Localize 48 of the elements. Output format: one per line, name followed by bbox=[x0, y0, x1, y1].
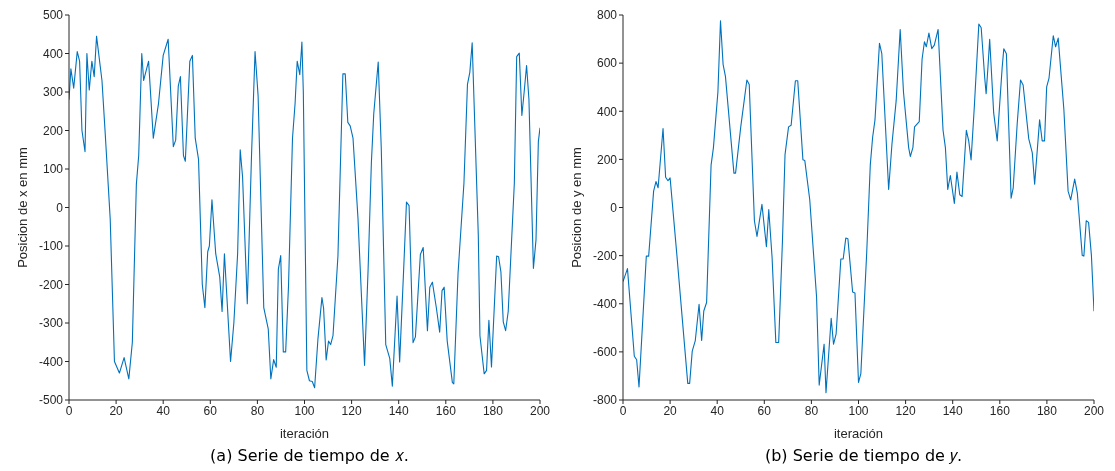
y-tick-label: 0 bbox=[56, 200, 64, 215]
y-tick-label: -600 bbox=[592, 345, 618, 360]
x-tick-label: 60 bbox=[757, 403, 772, 418]
x-tick-label: 140 bbox=[388, 403, 410, 418]
y-tick-label: -200 bbox=[592, 248, 618, 263]
x-axis-title: iteración bbox=[279, 426, 330, 441]
y-tick-label: -100 bbox=[38, 239, 64, 254]
x-tick-label: 100 bbox=[294, 403, 315, 418]
x-tick-label: 60 bbox=[203, 403, 218, 418]
y-tick-label: 500 bbox=[42, 8, 64, 23]
y-tick-label: -400 bbox=[38, 354, 64, 369]
x-tick-label: 200 bbox=[1083, 403, 1105, 418]
x-tick-label: 40 bbox=[710, 403, 725, 418]
y-axis-title: Posicion de y en mm bbox=[568, 147, 584, 268]
y-tick-label: -300 bbox=[38, 316, 64, 331]
x-tick-label: 180 bbox=[482, 403, 504, 418]
x-tick-label: 140 bbox=[942, 403, 964, 418]
y-tick-label: 400 bbox=[42, 46, 64, 61]
y-tick-label: 200 bbox=[42, 123, 64, 138]
line-series bbox=[623, 20, 1094, 394]
y-tick-label: 200 bbox=[596, 152, 618, 167]
x-tick-label: 20 bbox=[663, 403, 678, 418]
y-tick-label: -200 bbox=[38, 277, 64, 292]
x-tick-label: 80 bbox=[250, 403, 265, 418]
x-tick-label: 160 bbox=[989, 403, 1011, 418]
y-tick-label: -500 bbox=[38, 393, 64, 408]
text: (a) Serie de tiempo de 𝑥. bbox=[209, 446, 410, 465]
x-tick-label: 40 bbox=[156, 403, 171, 418]
x-tick-label: 80 bbox=[804, 403, 819, 418]
y-tick-label: 100 bbox=[42, 162, 64, 177]
y-tick-label: 400 bbox=[596, 104, 618, 119]
y-tick-label: -400 bbox=[592, 297, 618, 312]
x-tick-label: 200 bbox=[529, 403, 551, 418]
y-tick-label: -800 bbox=[592, 393, 618, 408]
x-tick-label: 120 bbox=[341, 403, 362, 418]
y-tick-label: 300 bbox=[42, 85, 64, 100]
x-tick-label: 20 bbox=[109, 403, 124, 418]
line-series bbox=[69, 35, 540, 389]
text: (b) Serie de tiempo de 𝑦. bbox=[763, 446, 964, 465]
y-tick-label: 0 bbox=[610, 200, 618, 215]
x-tick-label: 100 bbox=[848, 403, 869, 418]
x-tick-label: 180 bbox=[1036, 403, 1058, 418]
x-axis-title: iteración bbox=[833, 426, 884, 441]
y-tick-label: 600 bbox=[596, 56, 618, 71]
y-tick-label: 800 bbox=[596, 8, 618, 23]
x-tick-label: 160 bbox=[435, 403, 457, 418]
x-tick-label: 120 bbox=[895, 403, 916, 418]
y-axis-title: Posicion de x en mm bbox=[14, 147, 30, 268]
